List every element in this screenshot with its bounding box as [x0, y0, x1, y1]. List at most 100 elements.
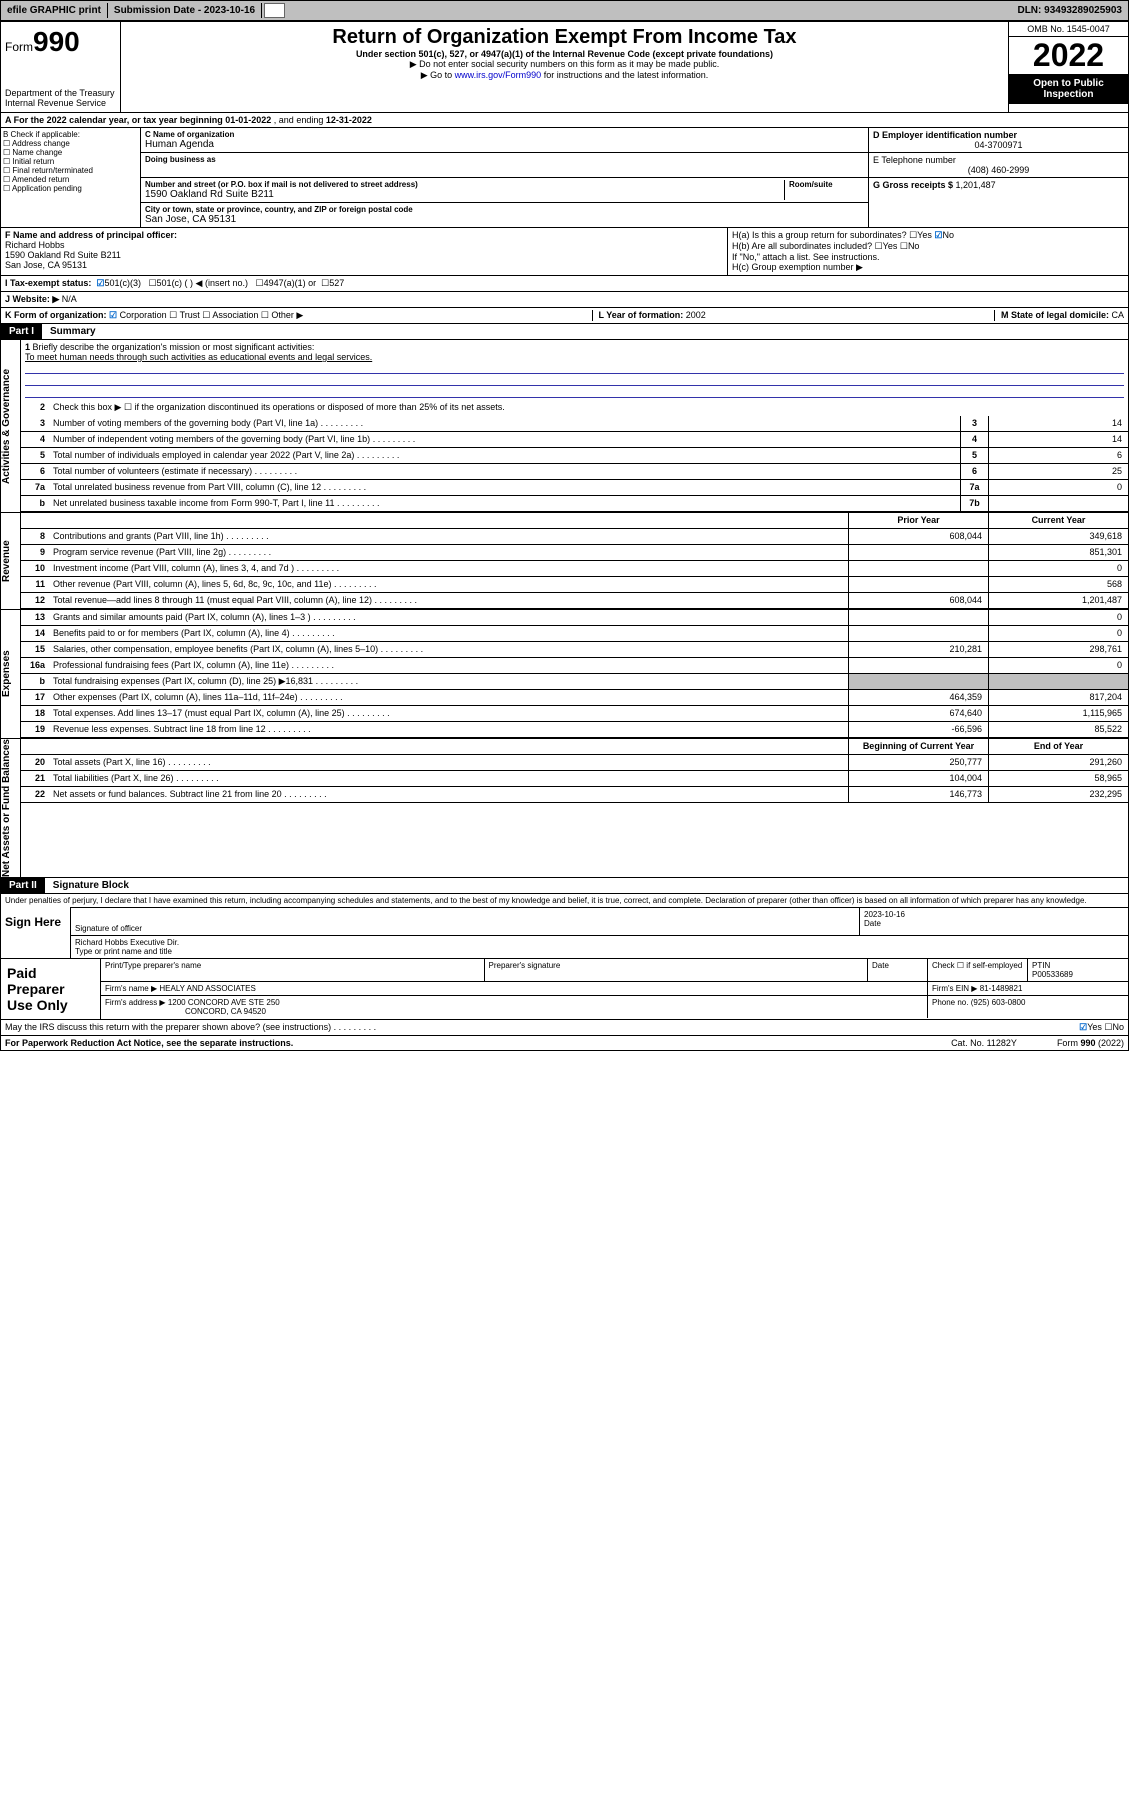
preparer-block: Paid Preparer Use Only Print/Type prepar… — [0, 959, 1129, 1020]
korg-row: K Form of organization: ☑ Corporation ☐ … — [0, 308, 1129, 324]
note-link: ▶ Go to www.irs.gov/Form990 for instruct… — [125, 70, 1004, 81]
form-title: Return of Organization Exempt From Incom… — [125, 26, 1004, 49]
table-row: 12Total revenue—add lines 8 through 11 (… — [21, 593, 1128, 609]
table-row: 20Total assets (Part X, line 16)250,7772… — [21, 755, 1128, 771]
org-name-row: C Name of organization Human Agenda — [141, 128, 868, 153]
cb-final[interactable]: ☐ Final return/terminated — [3, 166, 138, 175]
org-name: Human Agenda — [145, 139, 864, 150]
submission-date: Submission Date - 2023-10-16 — [108, 3, 262, 18]
header-left: Form990 Department of the Treasury Inter… — [1, 22, 121, 112]
officer-name: Richard Hobbs — [5, 240, 65, 250]
block-bc: B Check if applicable: ☐ Address change … — [0, 128, 1129, 228]
b-title: B Check if applicable: — [3, 130, 138, 139]
part2-header: Part IISignature Block — [0, 878, 1129, 894]
cb-pending[interactable]: ☐ Application pending — [3, 184, 138, 193]
signature-block: Under penalties of perjury, I declare th… — [0, 894, 1129, 959]
block-de: D Employer identification number04-37009… — [868, 128, 1128, 227]
org-city: San Jose, CA 95131 — [145, 214, 864, 225]
boc-header-row: Beginning of Current YearEnd of Year — [21, 739, 1128, 755]
declaration-text: Under penalties of perjury, I declare th… — [1, 894, 1128, 907]
dba-row: Doing business as — [141, 153, 868, 178]
discuss-row: May the IRS discuss this return with the… — [0, 1020, 1129, 1036]
vtab-na: Net Assets or Fund Balances — [1, 739, 21, 877]
cb-amended[interactable]: ☐ Amended return — [3, 175, 138, 184]
block-b: B Check if applicable: ☐ Address change … — [1, 128, 141, 227]
website-value: N/A — [62, 294, 77, 305]
vtab-rev: Revenue — [1, 513, 21, 609]
city-row: City or town, state or province, country… — [141, 203, 868, 227]
cat-no: Cat. No. 11282Y — [951, 1038, 1017, 1048]
vtab-exp: Expenses — [1, 610, 21, 738]
table-row: 15Salaries, other compensation, employee… — [21, 642, 1128, 658]
ein-row: D Employer identification number04-37009… — [869, 128, 1128, 153]
table-row: 18Total expenses. Add lines 13–17 (must … — [21, 706, 1128, 722]
table-row: 16aProfessional fundraising fees (Part I… — [21, 658, 1128, 674]
block-f: F Name and address of principal officer:… — [1, 228, 728, 275]
header-center: Return of Organization Exempt From Incom… — [121, 22, 1008, 112]
table-row: 17Other expenses (Part IX, column (A), l… — [21, 690, 1128, 706]
status-row: I Tax-exempt status: ☑ 501(c)(3) ☐ 501(c… — [0, 276, 1129, 292]
vtab-ag: Activities & Governance — [1, 340, 21, 512]
part1-header: Part ISummary — [0, 324, 1129, 340]
table-row: 11Other revenue (Part VIII, column (A), … — [21, 577, 1128, 593]
firm-phone: (925) 603-0800 — [971, 998, 1026, 1007]
table-row: 7aTotal unrelated business revenue from … — [21, 480, 1128, 496]
netassets-section: Net Assets or Fund Balances Beginning of… — [0, 739, 1129, 878]
form-header: Form990 Department of the Treasury Inter… — [0, 21, 1129, 113]
tax-year: 2022 — [1009, 37, 1128, 74]
header-right: OMB No. 1545-0047 2022 Open to Public In… — [1008, 22, 1128, 112]
sig-date-value: 2023-10-16 — [864, 910, 1124, 919]
revenue-section: Revenue Prior YearCurrent Year 8Contribu… — [0, 513, 1129, 610]
addr-row: Number and street (or P.O. box if mail i… — [141, 178, 868, 203]
paid-preparer-label: Paid Preparer Use Only — [1, 959, 101, 1019]
table-row: 13Grants and similar amounts paid (Part … — [21, 610, 1128, 626]
form-subtitle: Under section 501(c), 527, or 4947(a)(1)… — [125, 49, 1004, 59]
omb-number: OMB No. 1545-0047 — [1009, 22, 1128, 37]
cb-address[interactable]: ☐ Address change — [3, 139, 138, 148]
form-ref: Form 990 (2022) — [1057, 1038, 1124, 1048]
expenses-section: Expenses 13Grants and similar amounts pa… — [0, 610, 1129, 739]
topbar: efile GRAPHIC print Submission Date - 20… — [0, 0, 1129, 21]
footer-row: For Paperwork Reduction Act Notice, see … — [0, 1036, 1129, 1051]
phone-value: (408) 460-2999 — [873, 165, 1124, 175]
group-exemption: H(c) Group exemption number ▶ — [732, 262, 1124, 273]
open-inspection: Open to Public Inspection — [1009, 74, 1128, 104]
table-row: 14Benefits paid to or for members (Part … — [21, 626, 1128, 642]
table-row: bTotal fundraising expenses (Part IX, co… — [21, 674, 1128, 690]
org-address: 1590 Oakland Rd Suite B211 — [145, 189, 784, 200]
table-row: 6Total number of volunteers (estimate if… — [21, 464, 1128, 480]
note-ssn: ▶ Do not enter social security numbers o… — [125, 59, 1004, 70]
toolbar-button[interactable] — [264, 3, 285, 18]
phone-row: E Telephone number(408) 460-2999 — [869, 153, 1128, 178]
firm-ein: 81-1489821 — [980, 984, 1023, 993]
table-row: 8Contributions and grants (Part VIII, li… — [21, 529, 1128, 545]
firm-name: HEALY AND ASSOCIATES — [159, 984, 255, 993]
table-row: 19Revenue less expenses. Subtract line 1… — [21, 722, 1128, 738]
sign-here-label: Sign Here — [1, 907, 71, 958]
gross-value: 1,201,487 — [956, 180, 996, 190]
dept-treasury: Department of the Treasury — [5, 88, 116, 98]
table-row: 10Investment income (Part VIII, column (… — [21, 561, 1128, 577]
table-row: 21Total liabilities (Part X, line 26)104… — [21, 771, 1128, 787]
year-header-row: Prior YearCurrent Year — [21, 513, 1128, 529]
table-row: 4Number of independent voting members of… — [21, 432, 1128, 448]
table-row: bNet unrelated business taxable income f… — [21, 496, 1128, 512]
ptin-value: P00533689 — [1032, 970, 1073, 979]
cb-name[interactable]: ☐ Name change — [3, 148, 138, 157]
mission-text: To meet human needs through such activit… — [25, 352, 372, 362]
ein-value: 04-3700971 — [873, 140, 1124, 150]
table-row: 22Net assets or fund balances. Subtract … — [21, 787, 1128, 803]
cb-initial[interactable]: ☐ Initial return — [3, 157, 138, 166]
website-row: J Website: ▶ N/A — [0, 292, 1129, 308]
dln: DLN: 93493289025903 — [1011, 3, 1128, 18]
efile-label: efile GRAPHIC print — [1, 3, 108, 18]
period-row: A For the 2022 calendar year, or tax yea… — [0, 113, 1129, 128]
irs-link[interactable]: www.irs.gov/Form990 — [455, 70, 542, 80]
block-h: H(a) Is this a group return for subordin… — [728, 228, 1128, 275]
form-number: Form990 — [5, 26, 116, 58]
activities-section: Activities & Governance 1 Briefly descri… — [0, 340, 1129, 513]
gross-row: G Gross receipts $ 1,201,487 — [869, 178, 1128, 192]
table-row: 9Program service revenue (Part VIII, lin… — [21, 545, 1128, 561]
mission-block: 1 Briefly describe the organization's mi… — [21, 340, 1128, 400]
irs-label: Internal Revenue Service — [5, 98, 116, 108]
